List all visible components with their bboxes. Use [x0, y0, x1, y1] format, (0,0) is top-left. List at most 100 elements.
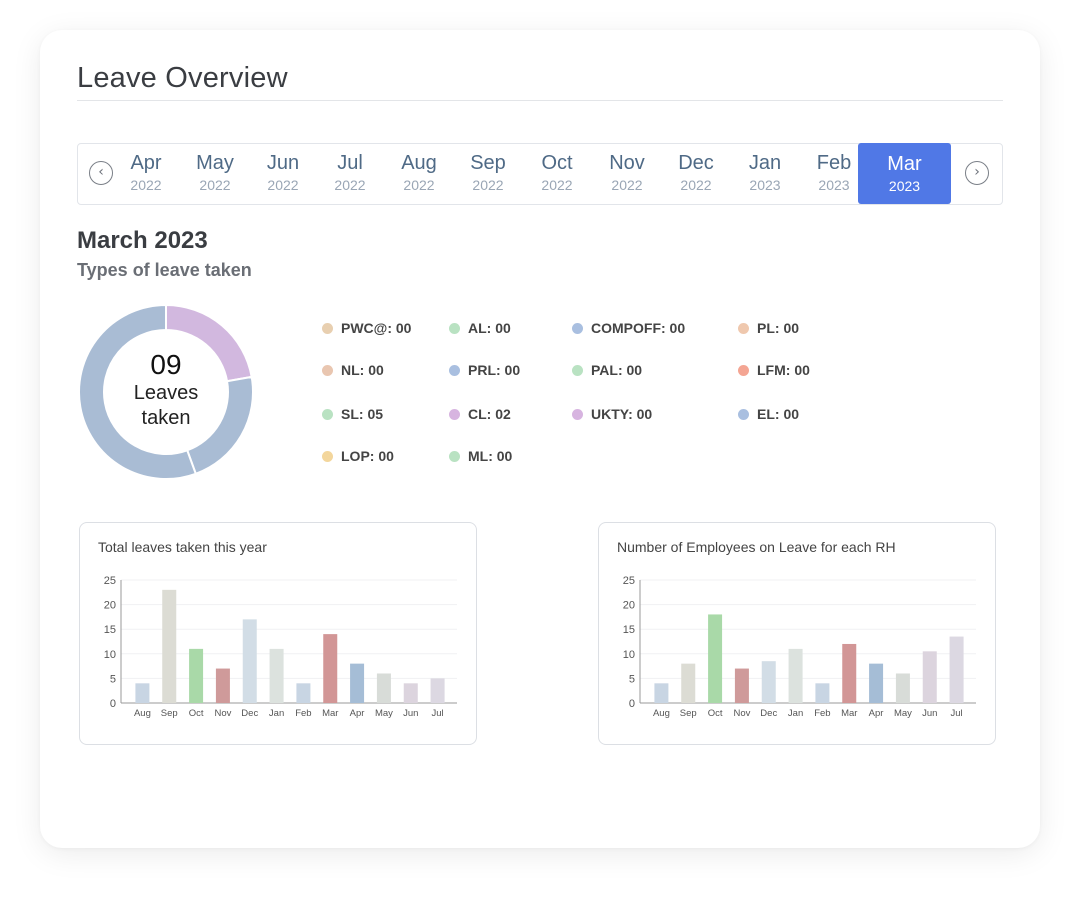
leave-donut-chart	[78, 303, 254, 480]
y-tick-label: 20	[104, 600, 116, 612]
bar-jan	[788, 648, 803, 703]
month-name: May	[196, 152, 234, 174]
x-tick-label: Feb	[814, 708, 830, 719]
y-tick-label: 15	[104, 624, 116, 636]
x-tick-label: Sep	[161, 708, 178, 719]
month-name: Jun	[266, 152, 300, 174]
x-tick-label: May	[375, 708, 393, 719]
legend-item: PAL: 00	[572, 362, 642, 378]
month-tab-may-2022[interactable]: May 2022	[180, 144, 250, 206]
bar-sep	[162, 589, 177, 703]
month-tab-aug-2022[interactable]: Aug 2022	[384, 144, 454, 206]
legend-dot-icon	[449, 409, 460, 420]
legend-dot-icon	[322, 409, 333, 420]
legend-dot-icon	[322, 451, 333, 462]
month-tab-jan-2023[interactable]: Jan 2023	[730, 144, 800, 206]
bar-nov	[215, 668, 230, 703]
legend-item: LFM: 00	[738, 362, 810, 378]
legend-label: PAL: 00	[591, 362, 643, 378]
legend-item: SL: 05	[322, 406, 383, 422]
month-tab-oct-2022[interactable]: Oct 2022	[522, 144, 592, 206]
x-tick-label: Dec	[760, 708, 777, 719]
legend-label: NL: 00	[341, 362, 384, 378]
month-name: Sep	[470, 152, 506, 174]
y-tick-label: 0	[110, 698, 116, 710]
chevron-right-icon[interactable]: ›	[965, 161, 989, 185]
month-tab-sep-2022[interactable]: Sep 2022	[453, 144, 523, 206]
legend-dot-icon	[572, 365, 583, 376]
legend-label: COMPOFF: 00	[591, 320, 686, 336]
legend-dot-icon	[738, 323, 749, 334]
month-selector: ‹ Apr 2022 May 2022 Jun 2022 Jul 2022 Aug 2022 Sep…	[77, 143, 1003, 205]
month-name: Jan	[748, 152, 782, 174]
x-tick-label: Dec	[241, 708, 258, 719]
bar-mar	[842, 643, 857, 703]
legend-dot-icon	[738, 365, 749, 376]
month-tab-nov-2022[interactable]: Nov 2022	[592, 144, 662, 206]
x-tick-label: Mar	[841, 708, 857, 719]
selected-month-heading: March 2023	[77, 227, 208, 254]
month-tab-jul-2022[interactable]: Jul 2022	[315, 144, 385, 206]
bar-nov	[734, 668, 749, 703]
month-year: 2022	[199, 177, 231, 193]
leave-types-subheading: Types of leave taken	[77, 260, 252, 280]
bar-oct	[708, 614, 723, 703]
bar-jun	[403, 683, 418, 703]
rh-employees-chart-panel: Number of Employees on Leave for each RH…	[598, 522, 996, 745]
x-tick-label: Apr	[350, 708, 365, 719]
legend-dot-icon	[322, 323, 333, 334]
x-tick-label: Feb	[295, 708, 311, 719]
bar-apr	[869, 663, 884, 703]
y-tick-label: 5	[110, 673, 116, 685]
x-tick-label: Oct	[708, 708, 723, 719]
bar-jul	[430, 678, 445, 703]
month-tab-mar-2023[interactable]: Mar 2023	[858, 143, 951, 204]
bar-jun	[922, 651, 937, 703]
total-leaves-bar-chart: 0 5 10 15 20 25 Aug Sep Oct Nov Dec Jan Feb Mar Apr May…	[104, 575, 457, 719]
month-name: Dec	[678, 152, 714, 174]
bar-jan	[269, 648, 284, 703]
month-year: 2022	[403, 177, 435, 193]
legend-item: LOP: 00	[322, 448, 394, 464]
month-year: 2022	[472, 177, 504, 193]
bar-may	[895, 673, 910, 703]
month-name: Feb	[816, 152, 852, 174]
legend-dot-icon	[449, 323, 460, 334]
x-tick-label: Aug	[134, 708, 151, 719]
leaves-label-line1: Leaves	[133, 382, 199, 404]
x-tick-label: Jun	[922, 708, 937, 719]
month-year: 2022	[334, 177, 366, 193]
x-tick-label: Jul	[432, 708, 444, 719]
legend-item: PWC@: 00	[322, 320, 411, 336]
legend-item: COMPOFF: 00	[572, 320, 685, 336]
y-tick-label: 25	[623, 575, 635, 587]
month-name: Aug	[401, 152, 437, 174]
donut-center-label: 09 Leaves taken	[77, 349, 255, 431]
legend-label: PRL: 00	[468, 362, 521, 378]
month-tab-feb-2023[interactable]: Feb 2023	[799, 144, 869, 206]
legend-label: PL: 00	[757, 320, 800, 336]
legend-label: SL: 05	[341, 406, 384, 422]
leaves-count: 09	[150, 349, 182, 380]
donut-segment-sl	[78, 303, 198, 480]
month-tab-jun-2022[interactable]: Jun 2022	[248, 144, 318, 206]
bar-feb	[815, 683, 830, 703]
legend-dot-icon	[322, 365, 333, 376]
page-title: Leave Overview	[77, 62, 288, 94]
month-tab-dec-2022[interactable]: Dec 2022	[661, 144, 731, 206]
legend-label: EL: 00	[757, 406, 800, 422]
x-tick-label: Aug	[653, 708, 670, 719]
month-year: 2022	[130, 177, 162, 193]
legend-label: UKTY: 00	[591, 406, 653, 422]
bar-dec	[242, 619, 257, 703]
legend-item: NL: 00	[322, 362, 384, 378]
month-year: 2022	[541, 177, 573, 193]
chevron-left-icon[interactable]: ‹	[89, 161, 113, 185]
bar-apr	[350, 663, 365, 703]
legend-item: AL: 00	[449, 320, 511, 336]
legend-label: AL: 00	[468, 320, 511, 336]
y-tick-label: 10	[623, 649, 635, 661]
x-tick-label: Oct	[189, 708, 204, 719]
month-tab-apr-2022[interactable]: Apr 2022	[111, 144, 181, 206]
x-tick-label: Mar	[322, 708, 338, 719]
